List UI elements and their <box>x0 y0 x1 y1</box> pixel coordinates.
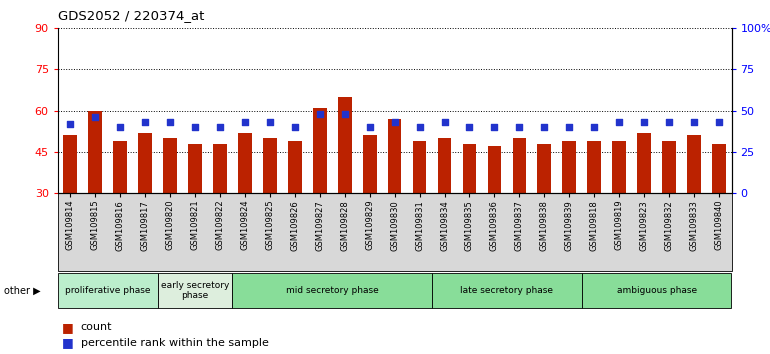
Bar <box>288 141 302 193</box>
Bar <box>513 138 526 193</box>
Bar <box>238 133 252 193</box>
Point <box>538 124 551 130</box>
Point <box>89 114 102 120</box>
Text: ■: ■ <box>62 336 73 349</box>
Point <box>413 124 426 130</box>
Bar <box>562 141 576 193</box>
Point <box>289 124 301 130</box>
Text: ■: ■ <box>62 321 73 334</box>
Bar <box>537 144 551 193</box>
Point <box>214 124 226 130</box>
Point <box>114 124 126 130</box>
Bar <box>89 111 102 193</box>
Point <box>164 119 176 125</box>
Text: count: count <box>81 322 112 332</box>
Point <box>64 121 76 127</box>
Text: early secretory
phase: early secretory phase <box>161 281 229 300</box>
Point <box>239 119 251 125</box>
Bar <box>113 141 127 193</box>
Point <box>663 119 675 125</box>
Point <box>189 124 201 130</box>
Bar <box>388 119 401 193</box>
Text: GDS2052 / 220374_at: GDS2052 / 220374_at <box>58 9 204 22</box>
Bar <box>487 146 501 193</box>
Point <box>588 124 601 130</box>
Bar <box>662 141 676 193</box>
Point <box>388 119 400 125</box>
Point <box>613 119 625 125</box>
Bar <box>687 135 701 193</box>
Point <box>713 119 725 125</box>
Point <box>563 124 575 130</box>
Point <box>313 111 326 117</box>
Text: other ▶: other ▶ <box>4 285 41 295</box>
Text: proliferative phase: proliferative phase <box>65 286 150 295</box>
Bar <box>263 138 276 193</box>
Bar <box>313 108 326 193</box>
Bar <box>139 133 152 193</box>
Point <box>438 119 450 125</box>
Point <box>638 119 651 125</box>
Bar <box>712 144 726 193</box>
Text: mid secretory phase: mid secretory phase <box>286 286 379 295</box>
Point <box>263 119 276 125</box>
Text: ambiguous phase: ambiguous phase <box>617 286 697 295</box>
Bar <box>588 141 601 193</box>
Bar <box>338 97 352 193</box>
Point <box>688 119 700 125</box>
Text: percentile rank within the sample: percentile rank within the sample <box>81 338 269 348</box>
Point <box>139 119 151 125</box>
Bar <box>163 138 177 193</box>
Bar <box>213 144 227 193</box>
Bar <box>63 135 77 193</box>
Bar <box>437 138 451 193</box>
Bar <box>463 144 477 193</box>
Bar <box>638 133 651 193</box>
Point <box>339 111 351 117</box>
Text: late secretory phase: late secretory phase <box>460 286 554 295</box>
Point <box>363 124 376 130</box>
Bar <box>188 144 202 193</box>
Bar <box>413 141 427 193</box>
Point <box>488 124 500 130</box>
Point <box>464 124 476 130</box>
Bar <box>612 141 626 193</box>
Bar <box>363 135 377 193</box>
Point <box>514 124 526 130</box>
